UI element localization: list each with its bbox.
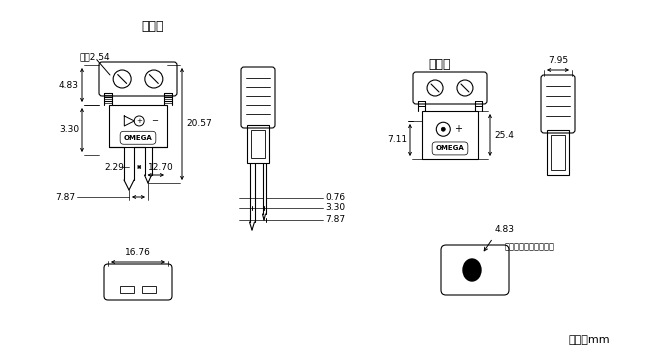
Bar — [247, 125, 269, 163]
Bar — [547, 130, 569, 175]
Text: 0.76: 0.76 — [325, 193, 345, 203]
Text: 16.76: 16.76 — [125, 248, 151, 257]
Bar — [142, 286, 156, 293]
Text: 4.83: 4.83 — [59, 81, 79, 90]
Text: 7.87: 7.87 — [55, 192, 75, 201]
Text: 7.87: 7.87 — [325, 216, 345, 225]
Bar — [422, 111, 478, 159]
Text: オス型: オス型 — [142, 20, 164, 33]
Text: 4.83: 4.83 — [495, 225, 515, 234]
Text: OMEGA: OMEGA — [124, 135, 152, 141]
Text: 7.11: 7.11 — [387, 135, 407, 144]
Text: 20.57: 20.57 — [186, 119, 212, 129]
Text: メス型: メス型 — [429, 58, 451, 71]
Text: OMEGA: OMEGA — [436, 145, 464, 152]
Text: 寸法：mm: 寸法：mm — [568, 335, 610, 345]
Text: ワイヤアクセスホール: ワイヤアクセスホール — [505, 242, 555, 251]
Text: 2.29: 2.29 — [104, 162, 124, 171]
Circle shape — [441, 127, 445, 131]
Text: +: + — [136, 118, 142, 124]
Text: 7.95: 7.95 — [548, 56, 568, 65]
Bar — [109, 105, 167, 147]
Ellipse shape — [463, 259, 481, 281]
Text: +: + — [454, 124, 462, 134]
Bar — [120, 286, 134, 293]
Text: 25.4: 25.4 — [494, 130, 514, 139]
Bar — [251, 130, 265, 158]
Text: 3.30: 3.30 — [59, 126, 79, 135]
Text: −: − — [151, 117, 158, 126]
Text: 3.30: 3.30 — [325, 204, 345, 213]
Bar — [551, 135, 565, 170]
Text: 12.70: 12.70 — [148, 164, 174, 173]
Text: 直径2.54: 直径2.54 — [80, 52, 111, 61]
